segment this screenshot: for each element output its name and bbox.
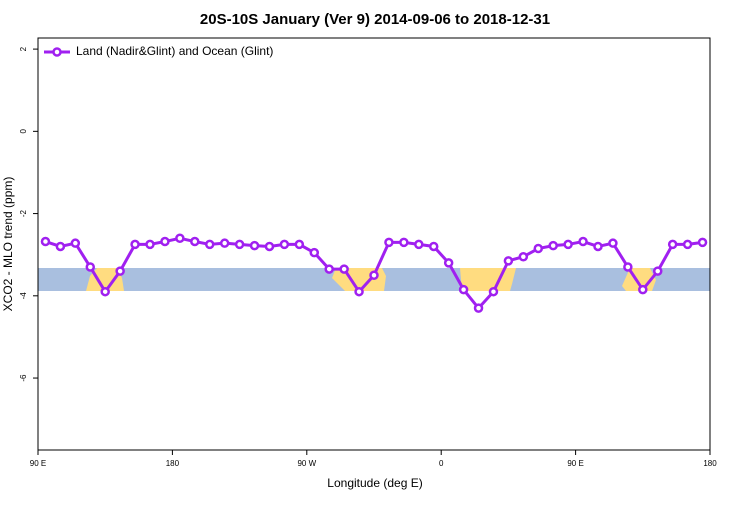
- point: [623, 262, 633, 272]
- point: [608, 238, 618, 248]
- y-tick-label: -2: [19, 209, 28, 217]
- point: [428, 241, 439, 252]
- plot-frame: [37, 37, 711, 451]
- point: [309, 247, 320, 258]
- point: [234, 239, 245, 250]
- x-tick-label: 180: [166, 459, 180, 468]
- point: [70, 238, 81, 248]
- point: [175, 233, 185, 243]
- point: [249, 240, 260, 251]
- chart-title: 20S-10S January (Ver 9) 2014-09-06 to 20…: [200, 11, 550, 28]
- x-tick-label: 90 E: [30, 459, 46, 468]
- point: [458, 284, 469, 295]
- point: [100, 286, 110, 297]
- point: [115, 266, 125, 276]
- point: [503, 256, 514, 266]
- point: [399, 237, 409, 248]
- point: [130, 239, 140, 250]
- point: [384, 237, 394, 248]
- point: [533, 243, 544, 254]
- point: [443, 258, 454, 268]
- land: [460, 268, 516, 291]
- x-tick-label: 180: [703, 459, 717, 468]
- point: [593, 241, 603, 252]
- point: [473, 303, 484, 313]
- point: [190, 236, 200, 247]
- y-tick-label: 0: [19, 129, 28, 134]
- x-tick-label: 90 W: [297, 459, 316, 468]
- point: [55, 241, 66, 252]
- point: [85, 262, 96, 272]
- point: [40, 236, 51, 247]
- point: [324, 264, 334, 274]
- point: [638, 284, 648, 295]
- point: [667, 239, 678, 250]
- x-tick-label: 0: [439, 459, 444, 468]
- point: [279, 239, 290, 250]
- point: [563, 239, 573, 250]
- point: [414, 239, 424, 250]
- point: [354, 286, 364, 297]
- point: [697, 237, 708, 248]
- legend-label: Land (Nadir&Glint) and Ocean (Glint): [76, 44, 273, 58]
- y-tick-label: -6: [19, 374, 28, 382]
- y-tick-label: -4: [19, 292, 28, 300]
- point: [339, 264, 349, 274]
- point: [160, 236, 170, 247]
- point: [518, 251, 529, 262]
- point: [488, 286, 499, 297]
- point: [145, 239, 155, 250]
- point: [204, 239, 215, 250]
- point: [578, 236, 588, 247]
- y-tick-label: 2: [19, 46, 28, 51]
- point: [682, 239, 693, 250]
- point: [219, 238, 230, 248]
- legend-marker: [52, 47, 62, 57]
- point: [369, 270, 379, 280]
- point: [294, 239, 305, 250]
- x-axis-label: Longitude (deg E): [327, 476, 422, 490]
- point: [652, 266, 663, 276]
- point: [548, 240, 558, 251]
- y-axis-label: XCO2 - MLO trend (ppm): [1, 177, 15, 312]
- x-tick-label: 90 E: [567, 459, 583, 468]
- point: [264, 241, 275, 252]
